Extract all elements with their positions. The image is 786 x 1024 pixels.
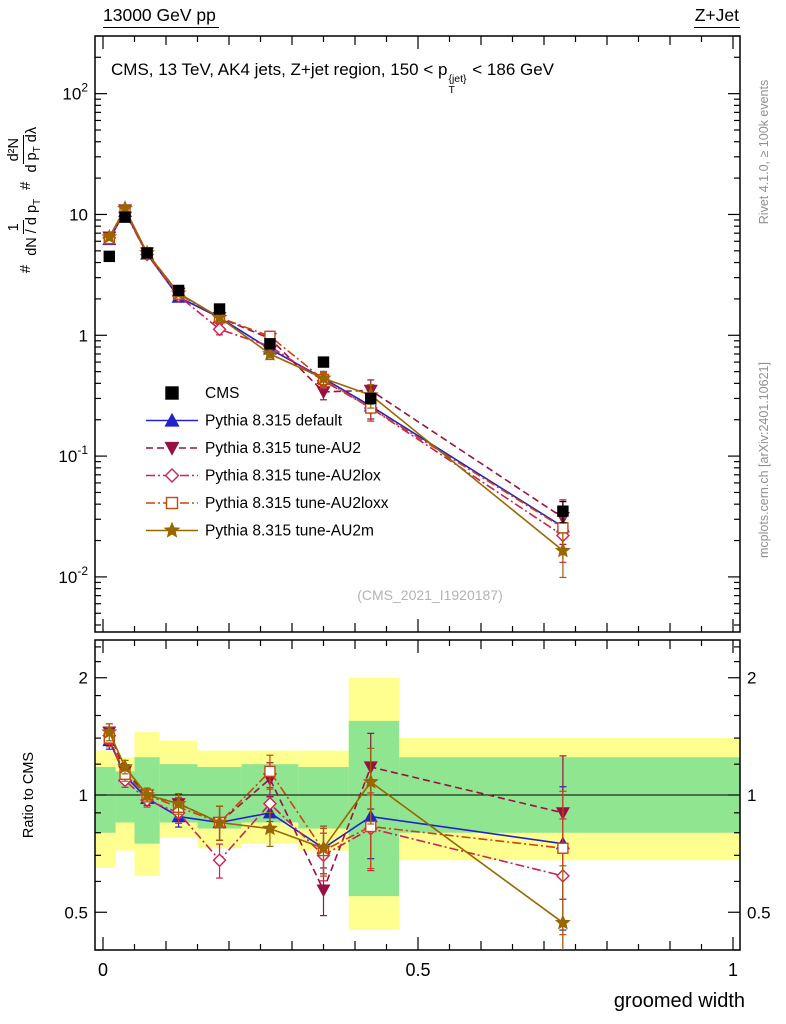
axis-ticks — [95, 35, 740, 951]
svg-text:Pythia 8.315 tune-AU2loxx: Pythia 8.315 tune-AU2loxx — [205, 495, 389, 512]
svg-text:Pythia 8.315 tune-AU2m: Pythia 8.315 tune-AU2m — [205, 523, 374, 540]
ylabel-hash-2: # — [16, 181, 34, 190]
svg-text:1: 1 — [79, 786, 88, 805]
beam-energy-label: 13000 GeV pp — [103, 5, 219, 28]
axis-tick-labels: 102 10 1 10-1 10-2 2 2 1 1 0.5 0.5 0 0.5 1 — [58, 81, 770, 980]
x-axis-label: groomed width — [613, 990, 745, 1012]
svg-text:102: 102 — [62, 81, 88, 104]
main-y-axis-label: # 1 dN / d pT # d²N d pT dλ — [0, 30, 55, 370]
svg-text:0.5: 0.5 — [405, 960, 430, 980]
svg-text:1: 1 — [747, 786, 756, 805]
ratio-y-axis-label: Ratio to CMS — [21, 751, 37, 839]
svg-text:Pythia 8.315 tune-AU2: Pythia 8.315 tune-AU2 — [205, 440, 361, 457]
series-ratio-line — [108, 731, 564, 893]
process-label: Z+Jet — [693, 5, 740, 28]
svg-text:1: 1 — [728, 960, 738, 980]
svg-text:10-1: 10-1 — [58, 443, 88, 466]
svg-text:0: 0 — [98, 960, 108, 980]
ylabel-fraction-2: d²N d pT dλ — [6, 126, 44, 173]
svg-text:10: 10 — [69, 205, 88, 224]
svg-text:Pythia 8.315 tune-AU2lox: Pythia 8.315 tune-AU2lox — [205, 468, 381, 485]
main-panel-series — [101, 200, 571, 579]
svg-text:0.5: 0.5 — [64, 903, 88, 922]
plot-title-pre: CMS, 13 TeV, AK4 jets, Z+jet region, 150… — [111, 60, 448, 79]
ylabel-hash-1: # — [16, 264, 34, 274]
band-green — [298, 767, 349, 829]
svg-text:2: 2 — [79, 669, 88, 688]
ratio-uncertainty-bands — [95, 677, 740, 931]
svg-text:1: 1 — [79, 326, 88, 345]
ratio-panel-series — [101, 723, 571, 950]
svg-text:CMS: CMS — [205, 385, 239, 402]
band-green — [95, 767, 116, 833]
svg-text:0.5: 0.5 — [747, 903, 771, 922]
analysis-id-watermark: (CMS_2021_I1920187) — [357, 587, 503, 603]
ylabel-fraction-1: 1 dN / d pT — [6, 198, 44, 256]
svg-text:2: 2 — [747, 669, 756, 688]
rivet-version-note: Rivet 4.1.0, ≥ 100k events — [757, 79, 771, 225]
legend: CMS Pythia 8.315 default Pythia 8.315 tune… — [146, 385, 389, 540]
series-line — [108, 210, 564, 537]
plot-title-post: < 186 GeV — [467, 60, 555, 79]
mcplots-attribution-note: mcplots.cern.ch [arXiv:2401.10621] — [757, 362, 771, 558]
plot-title: CMS, 13 TeV, AK4 jets, Z+jet region, 150… — [111, 60, 554, 96]
svg-text:Pythia 8.315 default: Pythia 8.315 default — [205, 413, 343, 430]
main-panel-frame — [94, 35, 741, 633]
svg-text:10-2: 10-2 — [58, 564, 88, 587]
pt-jet-supsub: {jet} T — [448, 73, 467, 97]
